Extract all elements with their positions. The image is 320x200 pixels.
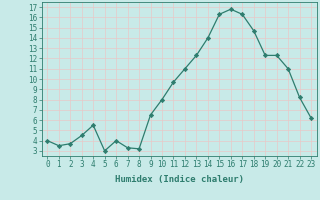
X-axis label: Humidex (Indice chaleur): Humidex (Indice chaleur) xyxy=(115,175,244,184)
